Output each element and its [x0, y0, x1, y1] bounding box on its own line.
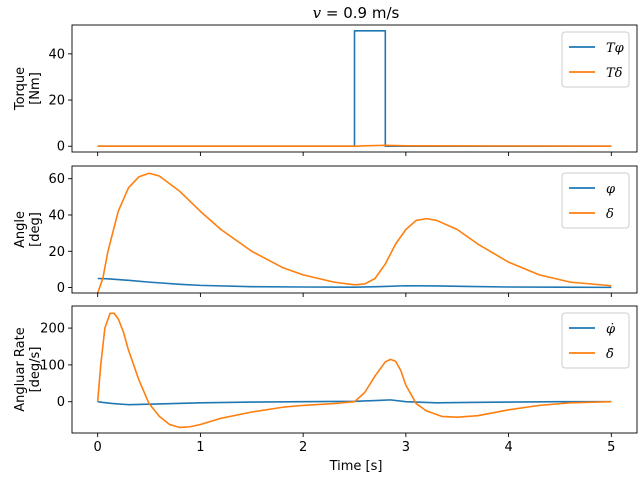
x-tick-label: 2 — [299, 440, 307, 455]
y-axis-label-line: Angle — [13, 211, 28, 248]
chart-title: v = 0.9 m/s — [313, 4, 400, 22]
panel-angle: 0 20 40 60 Angle[deg] φδ — [13, 165, 638, 297]
y-axis-label-angle: Angle[deg] — [13, 211, 43, 248]
legend-entry-orange: Tδ — [606, 66, 623, 81]
x-tick-label: 0 — [94, 440, 102, 455]
legend-angle: φδ — [561, 172, 630, 229]
y-axis-label-line: Angluar Rate — [13, 327, 28, 412]
series-line-angle-blue — [97, 277, 612, 289]
y-tick-label-torque: 20 — [48, 94, 65, 109]
y-axis-label-rate: Angluar Rate[deg/s] — [13, 327, 43, 412]
chart-title-variable: v — [313, 4, 322, 22]
axes-frame-angle — [71, 165, 638, 294]
series-line-angle-orange — [96, 172, 612, 294]
x-tick-label: 1 — [196, 440, 204, 455]
y-tick-label-angle: 20 — [48, 245, 65, 260]
y-tick-label-rate: 100 — [40, 358, 65, 373]
panel-rate: 0 100 200 0 1 2 3 4 5 Angluar Rate[deg/s] φ̇ δ̇ — [13, 305, 638, 455]
y-tick-label-rate: 0 — [57, 395, 65, 410]
series-line-rate-orange — [96, 312, 612, 429]
legend-entry-blue: φ̇ — [606, 322, 616, 337]
axes-frame-rate — [71, 305, 638, 434]
x-tick-label: 5 — [607, 440, 615, 455]
legend-box — [561, 172, 630, 229]
legend-rate: φ̇ δ̇ — [561, 312, 630, 369]
legend-box — [561, 312, 630, 369]
legend-entry-blue: Tφ — [606, 41, 625, 56]
panel-torque: 0 20 40 Torque[Nm] Tφ Tδ — [13, 24, 638, 156]
y-tick-label-angle: 0 — [57, 281, 65, 296]
y-axis-label-line: Torque — [13, 67, 28, 111]
legend-entry-orange: δ — [606, 207, 614, 222]
y-axis-label-line: [deg/s] — [28, 347, 43, 393]
y-tick-label-angle: 60 — [48, 172, 65, 187]
y-axis-label-torque: Torque[Nm] — [13, 67, 43, 111]
axes-frame-torque — [71, 24, 638, 153]
y-axis-label-line: [Nm] — [28, 72, 43, 105]
series-line-torque-orange — [97, 144, 612, 148]
y-tick-label-torque: 40 — [48, 47, 65, 62]
legend-box — [561, 31, 630, 88]
y-tick-label-rate: 200 — [40, 322, 65, 337]
y-tick-label-angle: 40 — [48, 208, 65, 223]
chart-title-rest: = 0.9 m/s — [321, 4, 399, 22]
x-tick-label: 3 — [402, 440, 410, 455]
legend-torque: Tφ Tδ — [561, 31, 630, 88]
y-axis-label-line: [deg] — [28, 212, 43, 247]
x-tick-label: 4 — [504, 440, 512, 455]
legend-entry-blue: φ — [606, 182, 616, 197]
panels-group: 02040Torque[Nm]TφTδ0204060Angle[deg]φδ01… — [13, 24, 638, 455]
y-tick-label-torque: 0 — [57, 140, 65, 155]
x-axis-label: Time [s] — [329, 459, 383, 474]
legend-entry-orange: δ̇ — [606, 347, 614, 362]
